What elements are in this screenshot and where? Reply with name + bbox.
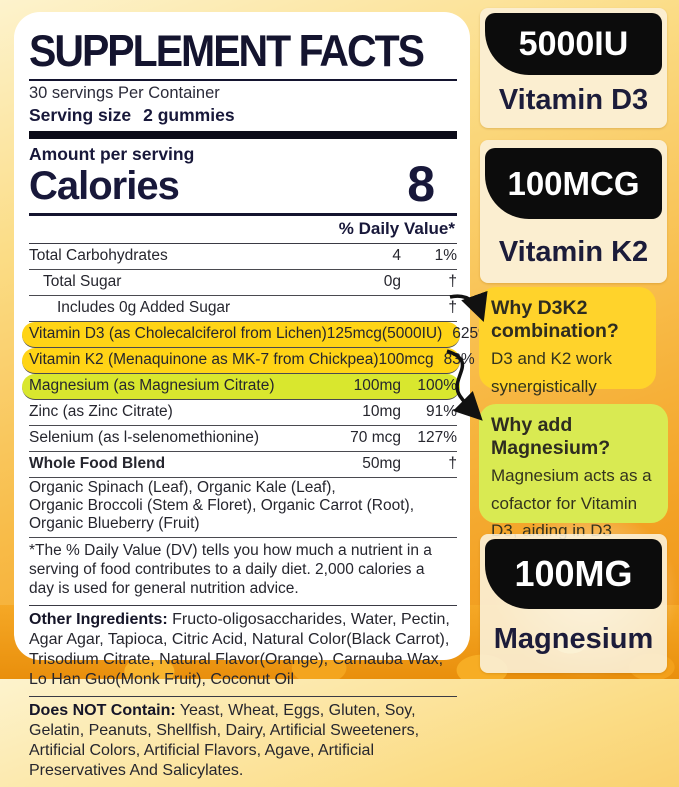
- supplement-facts-panel: SUPPLEMENT FACTS 30 servings Per Contain…: [14, 12, 492, 779]
- does-not-contain-label: Does NOT Contain:: [29, 702, 176, 720]
- d3k2-callout-title: Why D3K2 combination?: [491, 297, 619, 342]
- magnesium-amount-badge: 100MG: [485, 539, 662, 609]
- nutrient-dv: †: [448, 455, 457, 473]
- calories-row: Calories 8: [29, 156, 457, 213]
- nutrient-dv: †: [448, 299, 457, 317]
- nutrient-amount: 100mg: [353, 377, 401, 395]
- vitamin-k2-amount-badge: 100MCG: [485, 148, 662, 219]
- vitamin-d3-card: 5000IU Vitamin D3: [480, 8, 667, 128]
- nutrient-dv: 100%: [417, 377, 457, 395]
- table-row: Vitamin D3 (as Cholecalciferol from Lich…: [22, 321, 492, 348]
- vitamin-d3-name: Vitamin D3: [498, 84, 649, 116]
- nutrient-amount: 10mg: [362, 403, 401, 421]
- nutrient-dv: 1%: [434, 247, 457, 265]
- nutrient-dv: 83%: [443, 351, 475, 369]
- nutrient-name: Includes 0g Added Sugar: [57, 299, 231, 317]
- table-row: Magnesium (as Magnesium Citrate) 100mg 100…: [22, 373, 460, 400]
- table-row: Selenium (as l-selenomethionine) 70 mcg 12…: [29, 426, 457, 452]
- thick-divider-bar: [29, 131, 457, 140]
- nutrient-dv: †: [448, 273, 457, 291]
- nutrient-name: Total Sugar: [43, 273, 122, 291]
- nutrient-name: Whole Food Blend: [29, 455, 166, 473]
- table-row: Total Sugar 0g †: [29, 270, 457, 296]
- amount-per-serving-label: Amount per serving: [29, 144, 195, 165]
- magnesium-card: 100MG Magnesium: [480, 534, 667, 673]
- nutrient-name: Magnesium (as Magnesium Citrate): [29, 377, 275, 395]
- vitamin-k2-name: Vitamin K2: [498, 236, 649, 268]
- table-row: Vitamin K2 (Menaquinone as MK-7 from Chi…: [22, 347, 475, 374]
- calories-label: Calories: [29, 163, 180, 208]
- nutrient-amount: 70 mcg: [350, 429, 401, 447]
- magnesium-name: Magnesium: [493, 623, 654, 655]
- nutrient-dv: 127%: [417, 429, 457, 447]
- table-row: Includes 0g Added Sugar †: [29, 296, 457, 322]
- nutrient-amount: 0g: [383, 273, 401, 291]
- daily-value-footnote: *The % Daily Value (DV) tells you how mu…: [29, 538, 457, 607]
- nutrient-name: Vitamin D3 (as Cholecalciferol from Lich…: [29, 325, 327, 343]
- nutrient-table: Total Carbohydrates 4 1% Total Sugar 0g † Incl…: [22, 244, 492, 539]
- nutrient-amount: 125mcg(5000IU): [326, 325, 443, 343]
- nutrient-amount: 50mg: [362, 455, 401, 473]
- table-row: Whole Food Blend 50mg †: [29, 452, 457, 478]
- nutrient-name: Total Carbohydrates: [29, 247, 168, 265]
- nutrient-amount: 100mcg: [378, 351, 434, 369]
- table-row: Total Carbohydrates 4 1%: [29, 244, 457, 270]
- other-ingredients: Other Ingredients: Fructo-oligosaccharid…: [29, 606, 457, 698]
- nutrient-amount: 4: [392, 247, 401, 265]
- nutrient-name: Zinc (as Zinc Citrate): [29, 403, 173, 421]
- vitamin-k2-card: 100MCG Vitamin K2: [480, 140, 667, 283]
- magnesium-callout: Why add Magnesium? Magnesium acts as a c…: [479, 404, 668, 595]
- vitamin-d3-amount-badge: 5000IU: [485, 13, 662, 75]
- other-ingredients-label: Other Ingredients:: [29, 611, 168, 629]
- nutrient-name: Selenium (as l-selenomethionine): [29, 429, 260, 447]
- daily-value-header: % Daily Value*: [29, 216, 457, 244]
- d3k2-callout: Why D3K2 combination? D3 and K2 work syn…: [479, 287, 656, 478]
- calories-value: 8: [407, 156, 435, 213]
- blend-ingredients: Organic Spinach (Leaf), Organic Kale (Le…: [29, 478, 457, 539]
- calories-rule: [29, 212, 457, 216]
- panel-title: SUPPLEMENT FACTS: [29, 25, 425, 76]
- serving-size-label: Serving size: [29, 105, 132, 126]
- nutrient-name: Vitamin K2 (Menaquinone as MK-7 from Chi…: [29, 351, 379, 369]
- title-rule: [29, 79, 457, 82]
- servings-per-container: 30 servings Per Container: [29, 84, 220, 103]
- serving-size: Serving size 2 gummies: [29, 105, 457, 126]
- table-row: Zinc (as Zinc Citrate) 10mg 91%: [29, 400, 457, 426]
- magnesium-callout-title: Why add Magnesium?: [491, 414, 611, 459]
- does-not-contain: Does NOT Contain: Yeast, Wheat, Eggs, Gl…: [29, 697, 457, 787]
- nutrient-dv: 91%: [425, 403, 457, 421]
- serving-size-value: 2 gummies: [143, 105, 235, 126]
